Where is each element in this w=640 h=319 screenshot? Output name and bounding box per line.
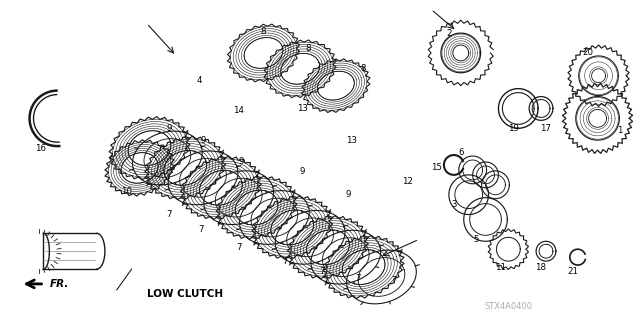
Text: 16: 16: [35, 144, 46, 152]
Text: 9: 9: [300, 167, 305, 176]
Text: 12: 12: [402, 177, 413, 186]
Text: STX4A0400: STX4A0400: [484, 302, 532, 311]
Text: 7: 7: [392, 277, 397, 286]
Text: 7: 7: [236, 243, 241, 252]
Text: 5: 5: [474, 235, 479, 244]
Text: 9: 9: [238, 158, 243, 167]
Text: 7: 7: [319, 266, 324, 276]
Text: 7: 7: [355, 274, 360, 284]
Text: 20: 20: [582, 48, 593, 57]
Text: 1: 1: [616, 126, 622, 135]
Text: 7: 7: [166, 210, 172, 219]
Text: 4: 4: [196, 76, 202, 85]
Text: 8: 8: [260, 26, 266, 36]
Text: 9: 9: [200, 136, 205, 145]
Text: 8: 8: [360, 64, 365, 73]
Text: 10: 10: [121, 187, 132, 196]
Text: 15: 15: [431, 163, 442, 173]
Text: 7: 7: [282, 256, 288, 266]
Text: LOW CLUTCH: LOW CLUTCH: [147, 289, 223, 299]
Text: 9: 9: [166, 124, 172, 133]
Text: 6: 6: [458, 148, 463, 157]
Text: 9: 9: [345, 190, 351, 199]
Text: 14: 14: [233, 106, 244, 115]
Text: 7: 7: [198, 225, 204, 234]
Text: 18: 18: [534, 263, 545, 271]
Text: 2: 2: [446, 29, 452, 38]
Text: 17: 17: [541, 124, 552, 133]
Text: 8: 8: [305, 44, 311, 54]
Text: 13: 13: [297, 104, 308, 113]
Text: 19: 19: [508, 124, 519, 133]
Text: 21: 21: [567, 266, 579, 276]
Text: 13: 13: [346, 136, 357, 145]
Text: 3: 3: [451, 200, 456, 209]
Text: FR.: FR.: [49, 279, 68, 289]
Text: 11: 11: [495, 263, 506, 271]
